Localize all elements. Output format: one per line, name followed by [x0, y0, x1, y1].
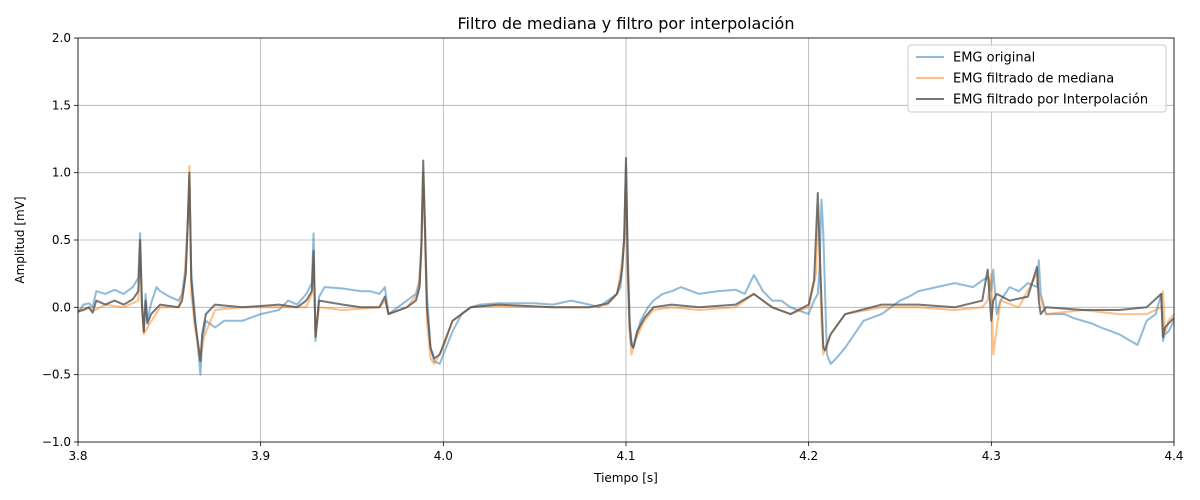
- legend-label-3: EMG filtrado por Interpolación: [953, 93, 1148, 108]
- x-tick-label: 3.8: [68, 449, 87, 463]
- series-line-3: [78, 156, 1174, 363]
- x-tick-label: 4.1: [616, 449, 635, 463]
- y-tick-label: 1.0: [52, 166, 71, 180]
- y-tick-label: 0.5: [52, 233, 71, 247]
- legend-label-2: EMG filtrado de mediana: [953, 72, 1114, 87]
- axes: 3.8 3.9 4.0 4.1 4.2 4.3 4.4 −1.0 −0.5 0.0 0.5 1.0 1.…: [42, 31, 1184, 463]
- x-tick-label: 4.3: [982, 449, 1001, 463]
- legend-box: [907, 44, 1167, 113]
- y-tick-label: −0.5: [42, 368, 71, 382]
- x-tick-label: 4.0: [434, 449, 453, 463]
- y-tick-label: −1.0: [42, 435, 71, 449]
- x-tick-label: 4.4: [1164, 449, 1183, 463]
- legend: EMG original EMG filtrado de mediana EMG f…: [907, 44, 1167, 113]
- y-tick-label: 1.5: [52, 98, 71, 112]
- chart-title: Filtro de mediana y filtro por interpola…: [458, 14, 795, 33]
- plot-frame: [77, 37, 1175, 443]
- x-tick-label: 4.2: [799, 449, 818, 463]
- x-tick-label: 3.9: [251, 449, 270, 463]
- y-tick-label: 0.0: [52, 300, 71, 314]
- legend-label-1: EMG original: [953, 51, 1035, 66]
- y-tick-label: 2.0: [52, 31, 71, 45]
- series-group: [78, 156, 1174, 376]
- x-axis-label: Tiempo [s]: [593, 471, 658, 485]
- y-axis-label: Amplitud [mV]: [13, 196, 27, 283]
